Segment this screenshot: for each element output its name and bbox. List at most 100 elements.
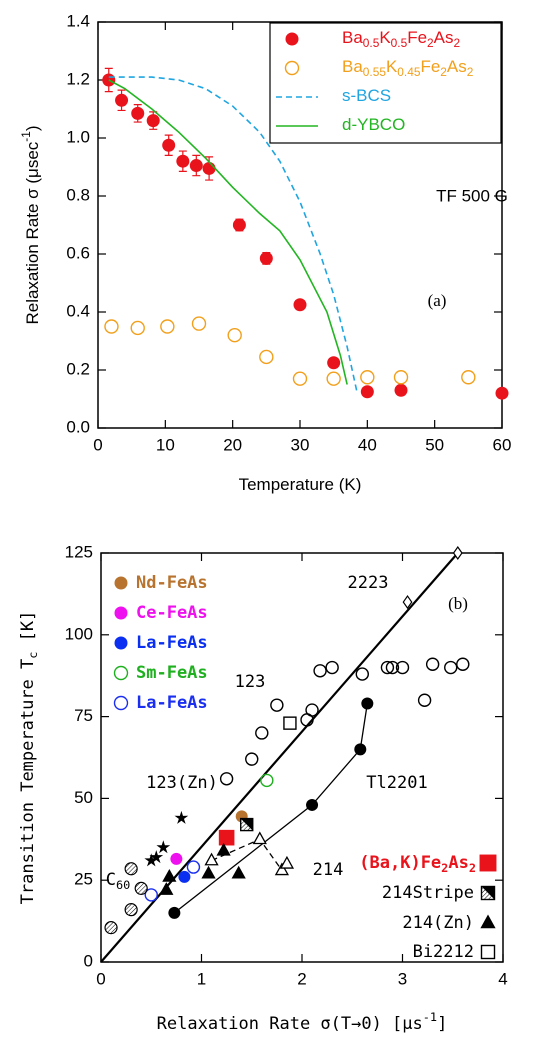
data-point <box>394 383 408 397</box>
marker-shape <box>452 545 463 561</box>
marker-shape <box>255 726 269 740</box>
marker-shape <box>361 697 374 710</box>
data-point <box>124 903 138 917</box>
x-tick-label: 0 <box>96 969 105 988</box>
data-point <box>149 850 164 864</box>
legend-symbol <box>114 606 128 620</box>
panel-label: (b) <box>448 594 468 613</box>
marker-shape <box>131 106 145 120</box>
data-point <box>270 698 284 712</box>
legend-symbol <box>114 636 128 650</box>
marker-shape <box>124 862 138 876</box>
data-point <box>201 865 216 879</box>
marker-shape <box>162 138 176 152</box>
marker-shape <box>245 752 259 766</box>
marker-shape <box>480 944 496 960</box>
data-point <box>130 320 145 336</box>
data-point <box>417 693 432 707</box>
x-axis-title: Temperature (K) <box>239 475 362 494</box>
y-tick-label: 0.0 <box>66 417 90 436</box>
marker-shape <box>124 903 138 917</box>
marker-shape <box>360 385 374 399</box>
data-point <box>395 660 410 675</box>
marker-shape <box>252 831 267 845</box>
marker-shape <box>260 773 274 788</box>
data-point <box>385 660 400 675</box>
data-point <box>231 865 246 879</box>
data-point <box>325 660 339 675</box>
data-point <box>461 370 476 385</box>
marker-shape <box>113 665 129 681</box>
data-point <box>156 840 171 854</box>
data-point <box>124 862 138 876</box>
marker-shape <box>191 316 207 331</box>
marker-shape <box>240 818 253 831</box>
series-annotation: 123 <box>235 672 266 692</box>
x-tick-label: 60 <box>493 435 512 454</box>
marker-shape <box>134 881 148 895</box>
data-point <box>255 726 269 740</box>
marker-shape <box>189 159 203 173</box>
marker-shape <box>219 772 234 786</box>
x-tick-label: 2 <box>297 969 306 988</box>
data-point <box>170 852 183 865</box>
legend-label: 214Stripe <box>382 883 474 903</box>
data-point <box>260 773 274 788</box>
data-point <box>283 716 297 730</box>
data-point <box>115 93 129 107</box>
y-tick-label: 25 <box>74 870 93 889</box>
legend-label: Ce-FeAs <box>136 603 208 623</box>
y-tick-label: 1.0 <box>66 127 90 146</box>
x-tick-label: 3 <box>398 969 407 988</box>
marker-shape <box>456 657 470 671</box>
data-point <box>227 328 242 343</box>
y-tick-label: 50 <box>74 788 93 807</box>
data-point <box>326 371 341 386</box>
y-tick-label: 75 <box>74 706 93 725</box>
marker-shape <box>114 636 128 650</box>
x-tick-label: 20 <box>223 435 242 454</box>
x-tick-label: 4 <box>498 969 507 988</box>
data-point <box>360 385 374 399</box>
series-line <box>108 79 348 385</box>
marker-shape <box>204 852 219 866</box>
marker-shape <box>114 576 128 590</box>
legend-label: s-BCS <box>342 86 391 105</box>
data-point <box>495 386 509 400</box>
data-point <box>259 349 274 365</box>
marker-shape <box>174 810 189 824</box>
marker-shape <box>327 356 341 370</box>
y-tick-label: 1.4 <box>66 11 90 30</box>
data-point <box>240 817 254 832</box>
data-point <box>176 154 190 168</box>
x-axis-title: Relaxation Rate σ(T→0) [μs-1] <box>157 1010 448 1035</box>
legend-symbol <box>114 576 128 590</box>
y-tick-label: 0.8 <box>66 185 90 204</box>
data-point <box>274 862 290 876</box>
data-point <box>186 860 201 874</box>
x-tick-label: 50 <box>425 435 444 454</box>
data-point <box>425 657 440 671</box>
y-tick-label: 0.2 <box>66 359 90 378</box>
legend-symbol <box>285 32 299 46</box>
marker-shape <box>395 660 410 675</box>
data-point <box>204 852 219 866</box>
marker-shape <box>170 852 183 865</box>
marker-shape <box>113 695 129 711</box>
marker-shape <box>156 840 171 854</box>
marker-shape <box>284 60 300 76</box>
legend-symbol <box>113 665 129 681</box>
legend-symbol <box>480 914 496 929</box>
data-point <box>259 251 273 265</box>
marker-shape <box>293 298 307 312</box>
legend-box <box>269 22 502 144</box>
legend-label: 214(Zn) <box>402 913 474 933</box>
marker-shape <box>313 664 327 678</box>
series-annotation: 214 <box>313 860 344 880</box>
legend-symbol <box>284 60 300 76</box>
marker-shape <box>176 154 190 168</box>
marker-shape <box>270 698 284 712</box>
marker-shape <box>393 370 409 385</box>
marker-shape <box>232 218 246 232</box>
marker-shape <box>394 383 408 397</box>
